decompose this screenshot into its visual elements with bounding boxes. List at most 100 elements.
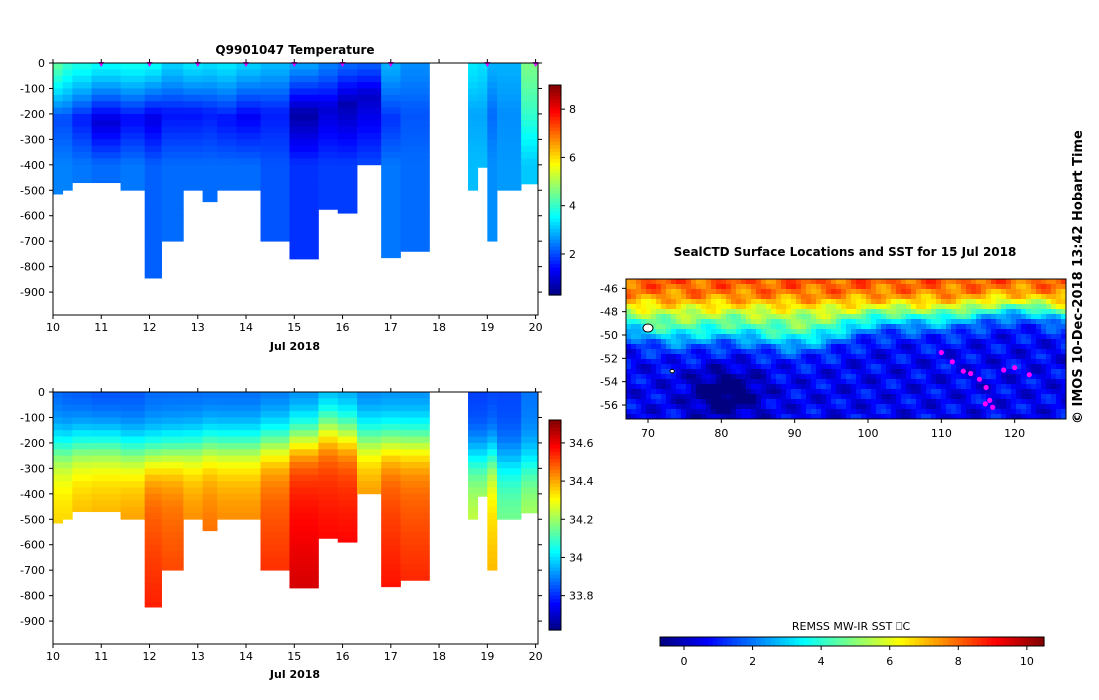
sst-cell [646,294,652,300]
sst-cell [806,349,812,355]
temperature-cell [144,88,162,96]
sst-cell [671,354,677,360]
x-tick-label: 17 [384,321,398,334]
sst-cell [901,279,907,285]
temperature-cell [202,94,218,102]
temperature-cell [400,145,430,153]
sst-cell [911,399,917,405]
salinity-cell [521,500,539,507]
sst-cell [691,324,697,330]
sst-cell [891,409,897,415]
sst-cell [836,384,842,390]
sst-colorbar-segment [976,637,983,646]
sst-cell [886,339,892,345]
sst-cell [661,279,667,285]
sst-cell [771,394,777,400]
sst-cell [631,409,637,415]
sst-cell [916,329,922,335]
temperature-cell [144,133,162,140]
temperature-cell [144,266,162,274]
sst-cell [876,334,882,340]
sst-cell [1056,299,1062,305]
sst-cell [896,284,902,290]
salinity-cell [521,462,539,469]
salinity-cell [53,474,64,482]
sst-cell [1046,294,1052,300]
sst-cell [1041,324,1047,330]
salinity-cell [91,487,121,495]
sst-cell [751,344,757,350]
salinity-cell [62,398,73,406]
sst-cell [991,279,997,285]
sst-cell [756,359,762,365]
sst-cell [931,379,937,385]
sst-cell [886,414,892,420]
sst-cell [876,344,882,350]
salinity-cell [487,392,498,399]
sst-cell [851,404,857,410]
temperature-cell [202,152,218,159]
sst-cell [876,289,882,295]
sst-cell [851,364,857,370]
sst-cell [711,344,717,350]
salinity-cell [183,449,204,457]
salinity-cell [62,423,73,431]
sst-cell [881,299,887,305]
sst-cell [1041,374,1047,380]
x-tick-label: 13 [191,650,205,663]
temperature-cell [477,139,488,147]
sst-colorbar-segment [1015,637,1021,646]
salinity-cell [477,493,488,497]
salinity-cell [62,430,73,437]
sst-cell [721,374,727,380]
temperature-cell [236,158,261,166]
sst-cell [811,284,817,290]
sst-cell [916,354,922,360]
salinity-cell [521,487,539,495]
temperature-cell [236,69,261,77]
temperature-cell [144,158,162,166]
sst-cell [926,289,932,295]
sst-cell [751,409,757,415]
temperature-cell [202,63,218,70]
temperature-cell [521,101,539,108]
sst-cell [926,409,932,415]
salinity-cell [144,557,162,565]
sst-cell [981,314,987,320]
sst-cell [991,379,997,385]
sst-cell [711,374,717,380]
sst-cell [811,349,817,355]
sst-cell [816,369,822,375]
temperature-cell [91,88,121,96]
sst-cell [746,374,752,380]
sst-cell [686,384,692,390]
sst-cell [741,289,747,295]
sst-cell [996,294,1002,300]
salinity-cell [161,557,184,565]
salinity-cell [381,487,401,495]
sst-cell [916,399,922,405]
temperature-cell [120,107,146,115]
colorbar-segment [549,221,561,226]
temperature-cell [487,145,498,153]
sst-cell [981,374,987,380]
temperature-cell [381,203,401,210]
sst-cell [811,409,817,415]
sst-cell [676,349,682,355]
temperature-cell [496,88,522,96]
salinity-cell [477,481,488,488]
salinity-cell [202,417,218,425]
sst-cell [1011,319,1017,325]
sst-cell [696,319,702,325]
salinity-cell [120,398,146,406]
sst-cell [741,369,747,375]
sst-cell [676,404,682,410]
sst-cell [656,399,662,405]
temperature-cell [161,203,184,210]
sst-cell [791,369,797,375]
sst-cell [641,294,647,300]
temperature-cell [217,107,237,115]
sst-cell [961,359,967,365]
sst-cell [776,404,782,410]
sst-cell [841,384,847,390]
